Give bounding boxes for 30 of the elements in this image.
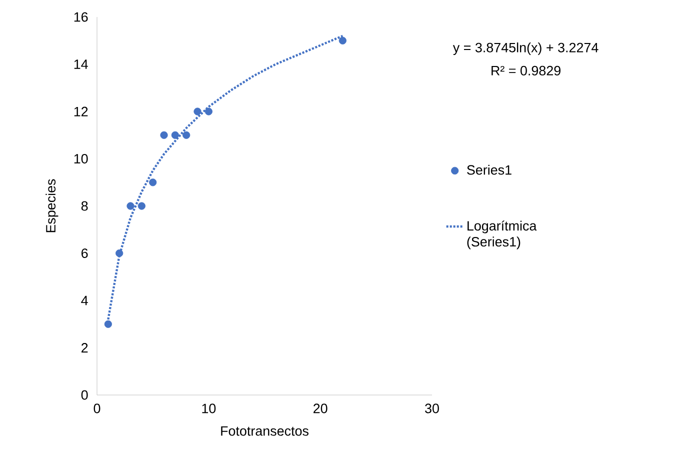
text: R² = 0.9829 [492, 66, 560, 76]
point [149, 178, 157, 186]
x-tick-label: 10 [202, 404, 216, 414]
x-tick-label: 30 [425, 404, 439, 414]
point [160, 131, 168, 139]
x-tick-label: 20 [314, 404, 328, 414]
y-tick-label: 4 [81, 296, 88, 306]
y-tick-label: 2 [82, 343, 88, 352]
point [182, 131, 190, 139]
y-tick-label: 8 [81, 201, 88, 211]
point [126, 202, 134, 210]
point [116, 249, 124, 258]
point [138, 202, 146, 210]
y-tick-label: 6 [82, 248, 88, 258]
point [338, 36, 346, 44]
y-axis-title: Especies [46, 179, 58, 232]
text: y = 3.8745ln(x) + 3.2274 [452, 42, 598, 56]
legend-label: Logarítmica (Series1) [467, 220, 537, 250]
x-tick-label: 0 [94, 404, 100, 414]
y-tick-label: 0 [81, 390, 88, 400]
point [194, 108, 202, 116]
y-tick-label: 16 [74, 12, 88, 22]
x-axis-title: Fototransectos [221, 426, 308, 436]
point [171, 131, 179, 139]
point [104, 320, 112, 328]
y-tick-label: 14 [74, 60, 88, 69]
y-tick-label: 12 [74, 106, 88, 116]
legend-label: Series1 [467, 164, 512, 175]
y-tick-label: 10 [74, 154, 88, 164]
point [204, 108, 212, 116]
